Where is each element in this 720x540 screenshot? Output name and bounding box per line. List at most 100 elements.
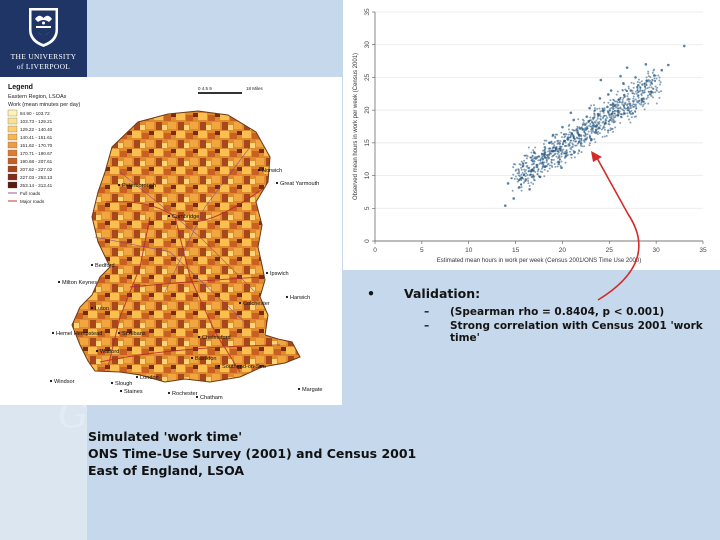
data-point (635, 92, 638, 95)
data-point (556, 133, 559, 136)
data-point (517, 186, 520, 189)
data-point (658, 79, 661, 82)
data-point (537, 154, 540, 157)
town-label: London (140, 375, 159, 381)
data-point (593, 110, 596, 113)
x-tick-label: 0 (373, 247, 377, 254)
data-point (561, 125, 564, 129)
data-point (602, 111, 605, 114)
data-point (649, 84, 652, 87)
data-point (554, 165, 557, 168)
data-point (682, 44, 686, 48)
data-point (541, 170, 544, 173)
data-point (576, 131, 579, 134)
data-point (613, 100, 616, 103)
data-point (621, 98, 624, 101)
data-point (553, 162, 556, 165)
data-point (515, 168, 518, 171)
data-point (598, 97, 602, 100)
data-point (629, 89, 633, 92)
data-point (543, 168, 546, 171)
data-point (610, 116, 613, 119)
data-point (631, 89, 634, 92)
data-point (647, 90, 650, 93)
data-point (632, 97, 635, 100)
town-label: Norwich (262, 168, 282, 174)
data-point (595, 124, 598, 127)
university-logo: THE UNIVERSITY of LIVERPOOL (0, 0, 87, 77)
data-point (560, 153, 563, 156)
data-point (588, 135, 591, 138)
map-panel: Legend Eastern Region, LSOAs Work (mean … (0, 77, 342, 405)
data-point (580, 135, 583, 138)
data-point (530, 159, 533, 162)
data-point (654, 91, 657, 94)
bullet-item: • Validation: (363, 286, 713, 306)
data-point (593, 107, 596, 110)
legend-swatch (7, 157, 18, 165)
data-point (574, 144, 577, 147)
data-point (649, 81, 652, 84)
data-point (630, 109, 633, 112)
data-point (552, 158, 555, 161)
data-point (660, 90, 663, 93)
y-axis-label: Observed mean hours in work per week (Ce… (353, 53, 359, 200)
figure-caption: Simulated 'work time' ONS Time-Use Surve… (88, 428, 416, 479)
town-marker (110, 381, 114, 385)
legend-class-label: 207.62 - 227.02 (20, 167, 53, 172)
data-point (590, 131, 593, 134)
legend-class-label: 170.71 - 190.67 (20, 151, 53, 156)
data-point (586, 127, 589, 130)
legend-variable: Work (mean minutes per day) (8, 102, 81, 108)
data-point (637, 91, 640, 94)
data-point (568, 136, 571, 139)
data-point (503, 204, 507, 207)
legend-swatch (7, 117, 18, 125)
data-point (648, 86, 651, 89)
data-point (612, 114, 615, 117)
data-point (605, 134, 608, 137)
data-point (636, 80, 639, 83)
data-point (620, 108, 623, 111)
town-label: Hemel Hempstead (56, 331, 102, 337)
data-point (651, 71, 654, 74)
data-point (533, 167, 536, 170)
data-point (555, 155, 558, 158)
data-point (537, 159, 540, 162)
data-point (556, 139, 559, 142)
data-point (576, 137, 579, 140)
data-point (647, 72, 650, 75)
data-point (592, 130, 595, 133)
data-point (619, 98, 622, 101)
data-point (547, 162, 550, 165)
data-point (598, 127, 601, 130)
data-point (654, 85, 657, 88)
y-tick-label: 5 (364, 206, 371, 210)
data-point (626, 95, 629, 98)
town-marker (238, 301, 242, 305)
data-point (636, 89, 639, 92)
data-point (646, 96, 649, 99)
data-point (619, 115, 622, 118)
data-point (561, 143, 564, 146)
data-point (593, 114, 596, 117)
legend-class-label: 103.73 - 129.21 (20, 119, 53, 124)
data-point (564, 161, 567, 164)
validation-bullets: • Validation: – (Spearman rho = 0.8404, … (363, 286, 713, 346)
data-point (533, 160, 536, 163)
data-point (592, 104, 595, 107)
y-tick-label: 15 (364, 139, 371, 147)
data-point (558, 145, 561, 148)
town-label: Slough (115, 381, 132, 387)
sub-bullet-dash: – (424, 320, 430, 332)
data-point (608, 116, 611, 119)
logo-line-2: of LIVERPOOL (16, 62, 71, 71)
data-point (648, 93, 651, 96)
town-marker (297, 387, 301, 391)
data-point (626, 112, 629, 115)
town-marker (117, 331, 121, 335)
data-point (645, 79, 648, 82)
data-point (562, 133, 565, 136)
data-point (581, 124, 584, 127)
sub-bullet: – (Spearman rho = 0.8404, p < 0.001) (363, 306, 713, 320)
